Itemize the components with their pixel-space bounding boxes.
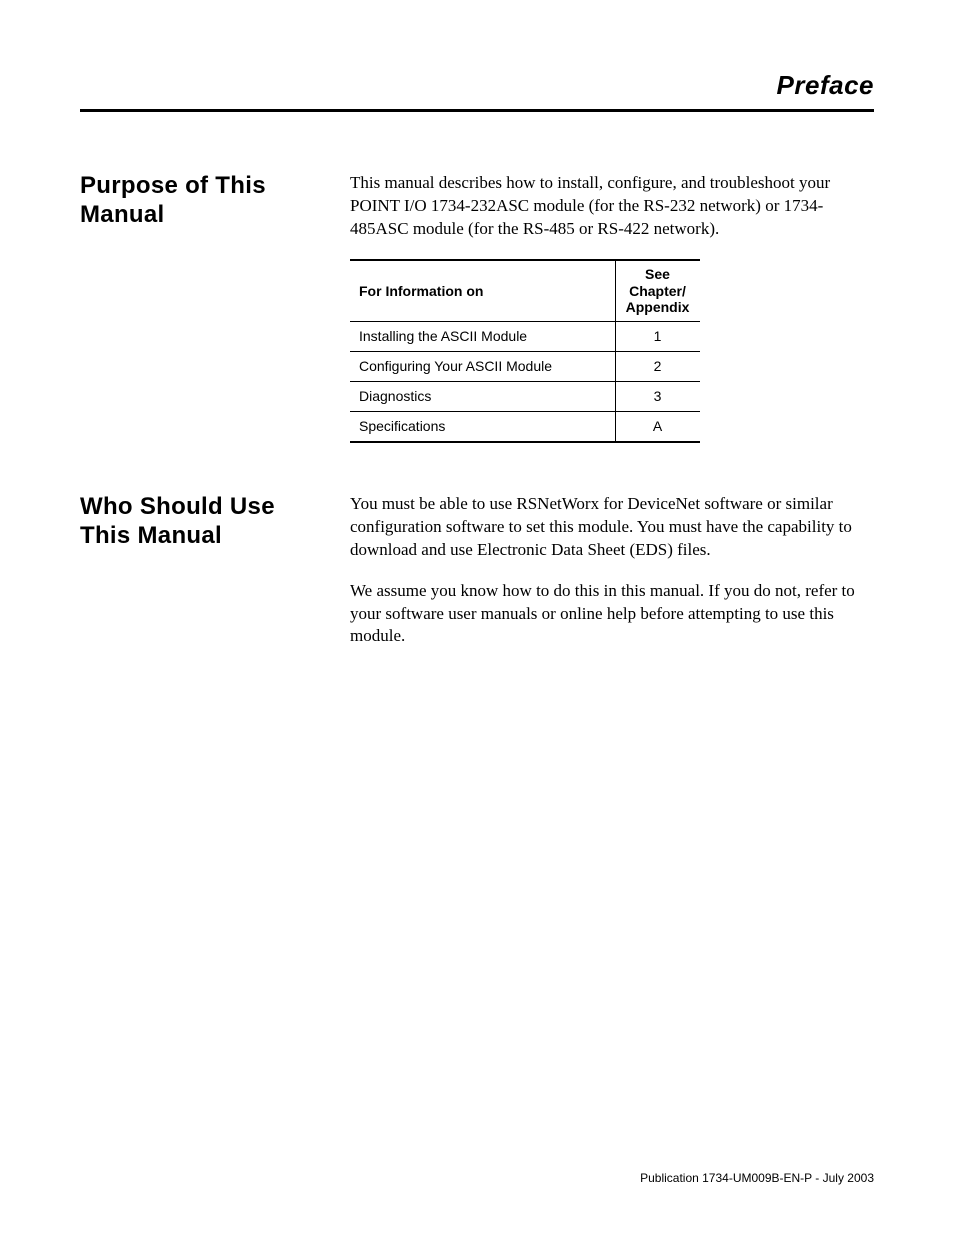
table-header-cell: SeeChapter/Appendix — [616, 260, 700, 322]
table-cell: A — [616, 411, 700, 441]
table-header-row: For Information on SeeChapter/Appendix — [351, 260, 700, 322]
reference-table: For Information on SeeChapter/Appendix I… — [350, 259, 700, 443]
table-row: Installing the ASCII Module 1 — [351, 322, 700, 352]
page-header-title: Preface — [80, 70, 874, 101]
table-row: Diagnostics 3 — [351, 381, 700, 411]
table-cell: 3 — [616, 381, 700, 411]
page-header: Preface — [80, 70, 874, 112]
section-who: Who Should UseThis Manual You must be ab… — [80, 493, 874, 667]
page-footer: Publication 1734-UM009B-EN-P - July 2003 — [640, 1171, 874, 1185]
paragraph: This manual describes how to install, co… — [350, 172, 874, 241]
table-row: Configuring Your ASCII Module 2 — [351, 352, 700, 382]
paragraph: We assume you know how to do this in thi… — [350, 580, 874, 649]
table-cell: Diagnostics — [351, 381, 616, 411]
table-row: Specifications A — [351, 411, 700, 441]
table-cell: 1 — [616, 322, 700, 352]
table-cell: Installing the ASCII Module — [351, 322, 616, 352]
section-title: Who Should UseThis Manual — [80, 493, 350, 667]
table-cell: 2 — [616, 352, 700, 382]
table-cell: Specifications — [351, 411, 616, 441]
section-body: You must be able to use RSNetWorx for De… — [350, 493, 874, 667]
table-cell: Configuring Your ASCII Module — [351, 352, 616, 382]
paragraph: You must be able to use RSNetWorx for De… — [350, 493, 874, 562]
section-title: Purpose of This Manual — [80, 172, 350, 443]
section-purpose: Purpose of This Manual This manual descr… — [80, 172, 874, 443]
page: Preface Purpose of This Manual This manu… — [0, 0, 954, 1235]
table-header-cell: For Information on — [351, 260, 616, 322]
section-body: This manual describes how to install, co… — [350, 172, 874, 443]
